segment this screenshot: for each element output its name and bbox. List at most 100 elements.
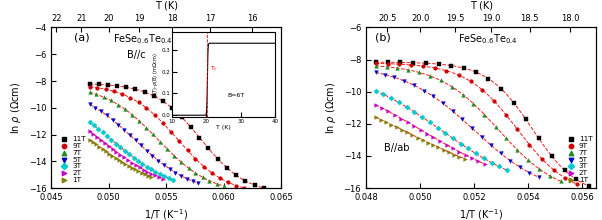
- Point: [402, 105, 411, 109]
- Point: [494, 165, 504, 168]
- Point: [468, 157, 477, 160]
- Point: [120, 149, 129, 152]
- Point: [406, 63, 416, 67]
- Point: [159, 163, 169, 167]
- Point: [205, 179, 214, 182]
- Point: [219, 184, 228, 188]
- Point: [109, 90, 119, 93]
- Point: [85, 85, 95, 88]
- Point: [525, 143, 535, 146]
- Point: [113, 84, 122, 88]
- Point: [127, 166, 137, 169]
- Legend: 11T, 9T, 7T, 5T, 3T, 2T, 1T: 11T, 9T, 7T, 5T, 3T, 2T, 1T: [57, 136, 86, 183]
- Point: [377, 106, 387, 110]
- Point: [117, 160, 127, 164]
- Point: [560, 176, 569, 180]
- Point: [430, 66, 440, 70]
- Point: [423, 132, 432, 136]
- Point: [447, 85, 457, 88]
- Point: [177, 115, 187, 119]
- Point: [534, 137, 544, 140]
- Point: [495, 152, 505, 155]
- Point: [138, 162, 147, 166]
- Point: [185, 125, 195, 129]
- Point: [98, 147, 108, 151]
- Point: [149, 94, 159, 98]
- X-axis label: T (K): T (K): [470, 0, 492, 10]
- Text: FeSe$_{0.6}$Te$_{0.4}$: FeSe$_{0.6}$Te$_{0.4}$: [113, 32, 173, 46]
- Point: [107, 154, 117, 158]
- Text: (a): (a): [74, 32, 90, 42]
- Point: [170, 154, 179, 158]
- Point: [134, 119, 144, 122]
- Point: [549, 168, 559, 172]
- Point: [99, 95, 108, 99]
- Point: [96, 110, 106, 113]
- Point: [207, 171, 217, 174]
- Point: [383, 62, 393, 65]
- Point: [408, 61, 418, 64]
- Point: [392, 66, 402, 70]
- Point: [133, 159, 143, 162]
- Point: [168, 178, 178, 182]
- Point: [85, 103, 95, 106]
- Point: [573, 182, 582, 186]
- Point: [213, 158, 223, 161]
- Point: [489, 99, 499, 103]
- Point: [130, 168, 140, 171]
- Point: [240, 186, 249, 190]
- Point: [146, 172, 156, 176]
- Point: [222, 166, 232, 170]
- Point: [433, 126, 442, 129]
- Point: [371, 61, 380, 64]
- Point: [131, 139, 140, 142]
- Point: [371, 116, 380, 119]
- Point: [183, 149, 193, 152]
- Point: [521, 118, 531, 121]
- Point: [140, 90, 150, 94]
- Point: [155, 140, 165, 144]
- Point: [231, 173, 241, 177]
- Point: [506, 159, 515, 163]
- Point: [467, 126, 477, 130]
- Y-axis label: ln $\rho$ ($\Omega$cm): ln $\rho$ ($\Omega$cm): [324, 82, 338, 134]
- Point: [457, 117, 467, 121]
- Point: [524, 171, 534, 174]
- Point: [85, 121, 95, 124]
- Point: [120, 162, 130, 166]
- Point: [154, 176, 164, 179]
- Point: [501, 113, 511, 117]
- Point: [394, 62, 404, 66]
- Point: [164, 177, 173, 180]
- Point: [127, 113, 137, 116]
- Point: [150, 114, 160, 117]
- Point: [459, 66, 468, 70]
- Point: [450, 153, 459, 156]
- Point: [146, 175, 156, 179]
- Point: [479, 156, 488, 160]
- Point: [480, 113, 489, 116]
- Point: [418, 64, 428, 68]
- Point: [147, 154, 157, 157]
- Point: [104, 144, 114, 148]
- Point: [158, 99, 168, 103]
- Point: [380, 73, 390, 77]
- Point: [442, 69, 452, 73]
- Point: [93, 86, 102, 90]
- Point: [417, 115, 427, 119]
- Point: [409, 124, 419, 128]
- Point: [486, 143, 495, 147]
- Point: [535, 167, 544, 171]
- Point: [125, 96, 135, 99]
- Point: [174, 139, 184, 143]
- Legend: 11T, 9T, 7T, 5T, 3T, 2T, 1T: 11T, 9T, 7T, 5T, 3T, 2T, 1T: [563, 136, 592, 183]
- X-axis label: T (K): T (K): [155, 0, 178, 10]
- Point: [402, 130, 412, 134]
- Point: [104, 83, 113, 87]
- Point: [104, 152, 114, 155]
- Text: (b): (b): [375, 32, 391, 42]
- Point: [371, 89, 380, 92]
- Point: [403, 68, 413, 72]
- Point: [93, 136, 102, 139]
- Point: [101, 88, 111, 91]
